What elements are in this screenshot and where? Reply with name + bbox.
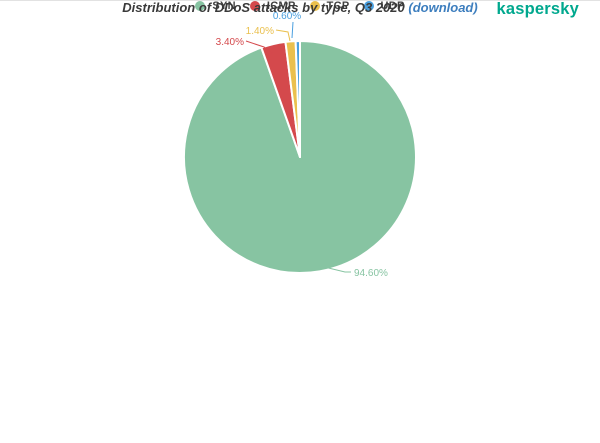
leader-line-udp: [291, 21, 294, 39]
legend-marker-udp: [363, 1, 374, 11]
leader-line-syn: [315, 264, 351, 273]
kaspersky-logo: kaspersky: [496, 0, 579, 18]
pct-label-udp: 0.60%: [273, 11, 301, 22]
legend-marker-tcp: [309, 1, 320, 11]
pct-label-syn: 94.60%: [354, 268, 388, 279]
legend-item-udp[interactable]: UDP: [363, 0, 405, 12]
figure-caption: Distribution of DDoS attacks by type, Q3…: [0, 0, 600, 15]
leader-line-tcp: [275, 29, 291, 42]
legend-marker-icmp: [249, 1, 260, 11]
pie-chart: 94.60% 3.40%1.40% 0.60%: [182, 11, 417, 279]
legend-label-icmp: ICMP: [266, 0, 296, 12]
legend-item-syn[interactable]: SYN: [195, 0, 236, 12]
pct-label-icmp: 3.40%: [216, 37, 244, 48]
legend-item-icmp[interactable]: ICMP: [249, 0, 296, 12]
pct-label-tcp: 1.40%: [246, 26, 274, 37]
legend-label-udp: UDP: [380, 0, 405, 12]
legend-marker-syn: [195, 1, 206, 11]
download-link[interactable]: (download): [408, 0, 478, 15]
legend-item-tcp[interactable]: TCP: [309, 0, 350, 12]
pie-slice-udp[interactable]: [294, 39, 301, 158]
legend-label-syn: SYN: [212, 0, 236, 12]
chart-legend: SYN ICMP TCP UDP: [0, 0, 600, 12]
caption-text: Distribution of DDoS attacks by type, Q3…: [122, 0, 405, 15]
legend-label-tcp: TCP: [326, 0, 350, 12]
leader-line-icmp: [245, 40, 273, 54]
divider-line: [0, 0, 600, 1]
